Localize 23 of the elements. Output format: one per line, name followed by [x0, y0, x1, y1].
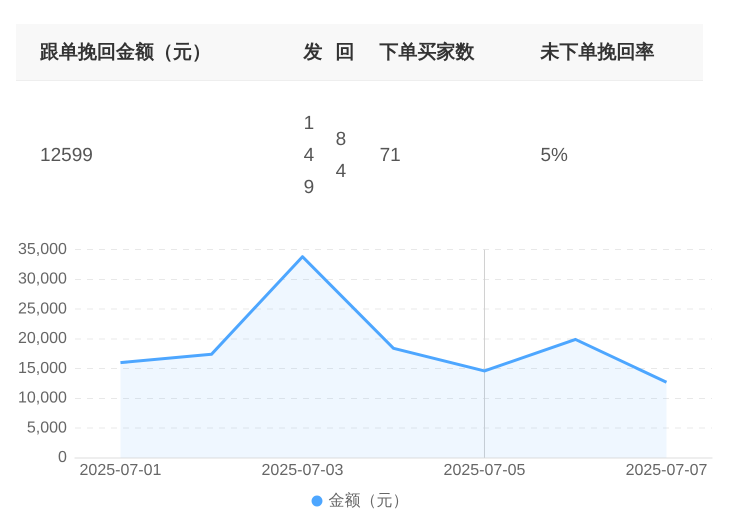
text: 5% [540, 145, 569, 167]
x-tick-label: 2025-07-01 [80, 462, 162, 479]
y-tick-label: 10,000 [18, 390, 68, 407]
y-tick-label: 30,000 [18, 270, 68, 288]
x-tick-label: 2025-07-05 [444, 462, 526, 479]
text: 84 [336, 128, 348, 184]
text: 71 [380, 145, 402, 167]
text: 发 [280, 24, 324, 80]
text: 回 [324, 24, 356, 80]
x-tick-label: 2025-07-03 [262, 462, 344, 479]
text: 跟单挽回金额（元） [16, 24, 280, 80]
y-tick-label: 20,000 [18, 330, 68, 348]
text: 149 [304, 112, 316, 200]
legend-label: 金额（元） [328, 491, 408, 510]
y-tick-label: 25,000 [18, 300, 68, 318]
text: 未下单挽回率 [516, 24, 703, 80]
y-tick-label: 15,000 [18, 360, 68, 377]
y-tick-label: 35,000 [18, 241, 68, 258]
y-tick-label: 5,000 [26, 419, 68, 436]
text: 下单买家数 [356, 24, 516, 80]
text: 12599 [40, 145, 94, 167]
y-tick-label: 0 [58, 449, 68, 466]
x-tick-label: 2025-07-07 [626, 462, 708, 479]
